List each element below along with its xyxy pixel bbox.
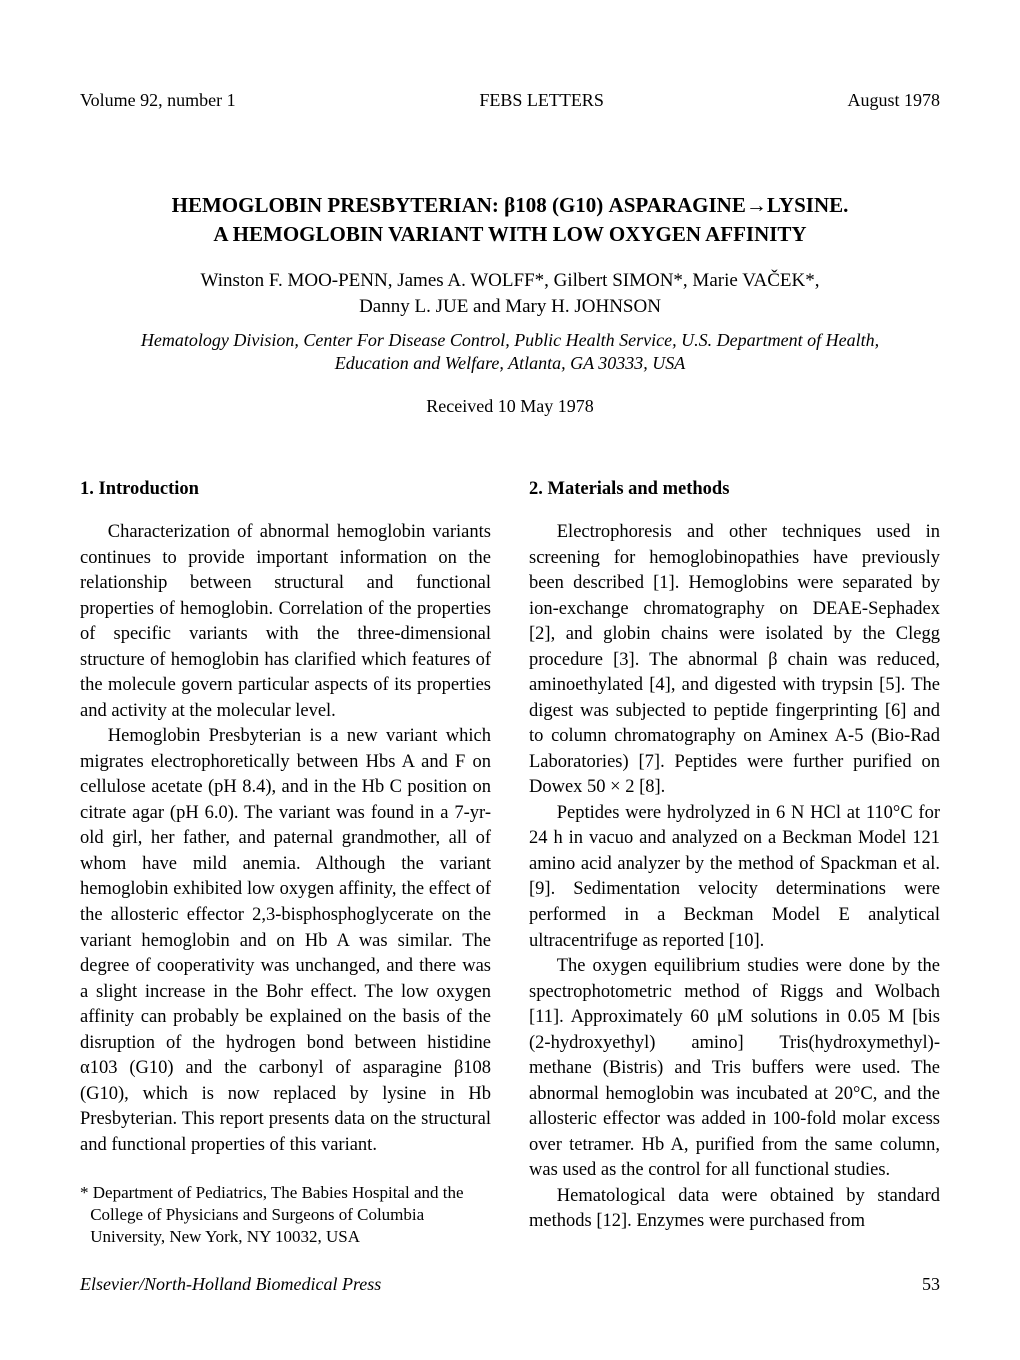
title-block: HEMOGLOBIN PRESBYTERIAN: β108 (G10) ASPA… [130, 191, 890, 417]
publisher-line: Elsevier/North-Holland Biomedical Press [80, 1274, 381, 1295]
received-date: Received 10 May 1978 [130, 396, 890, 417]
methods-paragraph-2: Peptides were hydrolyzed in 6 N HCl at 1… [529, 801, 940, 954]
intro-paragraph-1: Characterization of abnormal hemoglobin … [80, 520, 491, 724]
methods-paragraph-3: The oxygen equilibrium studies were done… [529, 954, 940, 1184]
page-footer: Elsevier/North-Holland Biomedical Press … [80, 1274, 940, 1295]
title-line-1: HEMOGLOBIN PRESBYTERIAN: β108 (G10) ASPA… [172, 193, 849, 217]
intro-paragraph-2: Hemoglobin Presbyterian is a new variant… [80, 724, 491, 1158]
header-volume: Volume 92, number 1 [80, 90, 236, 111]
header-journal: FEBS LETTERS [479, 90, 604, 111]
left-column: 1. Introduction Characterization of abno… [80, 477, 491, 1249]
right-column: 2. Materials and methods Electrophoresis… [529, 477, 940, 1249]
methods-paragraph-4: Hematological data were obtained by stan… [529, 1184, 940, 1235]
article-title: HEMOGLOBIN PRESBYTERIAN: β108 (G10) ASPA… [130, 191, 890, 250]
title-line-2: A HEMOGLOBIN VARIANT WITH LOW OXYGEN AFF… [213, 222, 806, 246]
page-number: 53 [922, 1274, 940, 1295]
methods-paragraph-1: Electrophoresis and other techniques use… [529, 520, 940, 801]
affiliation: Hematology Division, Center For Disease … [130, 329, 890, 376]
affiliation-line-1: Hematology Division, Center For Disease … [141, 330, 879, 350]
author-footnote: * Department of Pediatrics, The Babies H… [80, 1182, 491, 1248]
affiliation-line-2: Education and Welfare, Atlanta, GA 30333… [335, 353, 685, 373]
section-heading-methods: 2. Materials and methods [529, 477, 940, 503]
authors-line-2: Danny L. JUE and Mary H. JOHNSON [359, 296, 661, 317]
section-heading-introduction: 1. Introduction [80, 477, 491, 503]
header-date: August 1978 [847, 90, 940, 111]
authors: Winston F. MOO-PENN, James A. WOLFF*, Gi… [130, 268, 890, 321]
body-columns: 1. Introduction Characterization of abno… [80, 477, 940, 1249]
authors-line-1: Winston F. MOO-PENN, James A. WOLFF*, Gi… [201, 270, 820, 291]
running-header: Volume 92, number 1 FEBS LETTERS August … [80, 90, 940, 111]
